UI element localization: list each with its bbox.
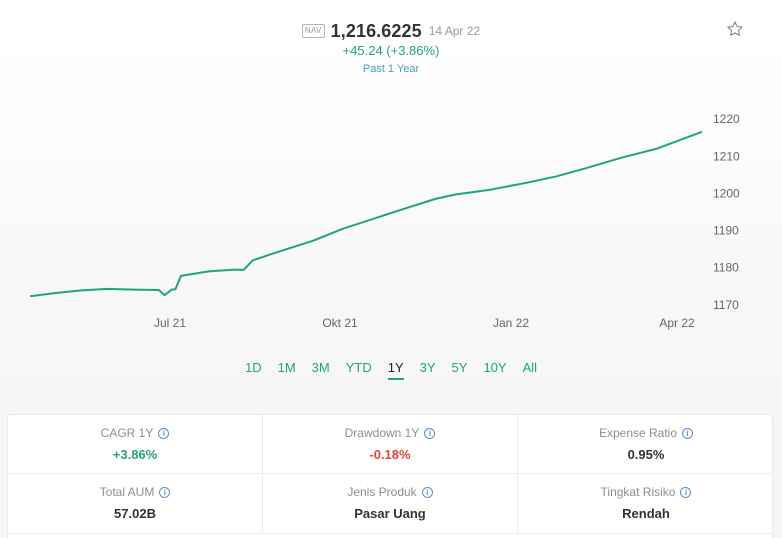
stat-risk-level: Tingkat Risiko i Rendah — [518, 474, 774, 534]
nav-series-line — [29, 130, 703, 298]
x-tick-label: Jan 22 — [493, 316, 529, 330]
period-all[interactable]: All — [522, 360, 538, 375]
stat-product-type: Jenis Produk i Pasar Uang — [263, 474, 518, 534]
period-1d[interactable]: 1D — [244, 360, 262, 375]
stat-label: Jenis Produk — [347, 485, 417, 499]
info-icon[interactable]: i — [680, 486, 692, 498]
period-10y[interactable]: 10Y — [483, 360, 507, 375]
period-1y[interactable]: 1Y — [380, 358, 412, 380]
stat-value: Pasar Uang — [354, 506, 426, 521]
period-label: Past 1 Year — [362, 63, 420, 75]
nav-date: 14 Apr 22 — [428, 24, 481, 38]
stat-cagr: CAGR 1Y i +3.86% — [8, 415, 263, 474]
stat-label: Tingkat Risiko — [600, 485, 676, 499]
stat-label: Total AUM — [99, 485, 155, 499]
stat-label: Expense Ratio — [598, 426, 678, 440]
stat-expense-ratio: Expense Ratio i 0.95% — [518, 415, 774, 474]
nav-value: 1,216.6225 — [330, 20, 422, 41]
y-tick-label: 1220 — [713, 112, 740, 126]
y-tick-label: 1170 — [713, 298, 739, 312]
y-tick-label: 1180 — [713, 261, 739, 275]
nav-chart: 1170 1180 1190 1200 1210 1220 Jul 21 Okt 21 Jan… — [29, 112, 740, 330]
stat-label: CAGR 1Y — [100, 426, 154, 440]
stat-total-aum: Total AUM i 57.02B — [8, 474, 263, 534]
nav-badge: NAV — [301, 24, 325, 38]
x-axis: Jul 21 Okt 21 Jan 22 Apr 22 — [154, 316, 695, 330]
stat-value: +3.86% — [112, 447, 158, 462]
info-icon[interactable]: i — [682, 427, 694, 439]
info-icon[interactable]: i — [159, 486, 171, 498]
y-tick-label: 1190 — [713, 224, 739, 238]
nav-header: NAV 1,216.6225 14 Apr 22 +45.24 (+3.86%)… — [0, 20, 782, 75]
y-tick-label: 1210 — [713, 149, 740, 163]
stat-value: Rendah — [622, 506, 670, 521]
y-axis: 1170 1180 1190 1200 1210 1220 — [713, 112, 740, 312]
nav-summary: NAV 1,216.6225 14 Apr 22 — [0, 20, 782, 42]
period-3m[interactable]: 3M — [311, 360, 330, 375]
period-5y[interactable]: 5Y — [451, 360, 468, 375]
info-icon[interactable]: i — [424, 427, 436, 439]
x-tick-label: Okt 21 — [322, 316, 358, 330]
period-selector: 1D 1M 3M YTD 1Y 3Y 5Y 10Y All — [0, 358, 782, 380]
period-3y[interactable]: 3Y — [419, 360, 436, 375]
info-icon[interactable]: i — [421, 486, 433, 498]
x-tick-label: Jul 21 — [154, 316, 186, 330]
stat-value: -0.18% — [369, 447, 411, 462]
period-1m[interactable]: 1M — [277, 360, 296, 375]
star-icon[interactable] — [726, 20, 744, 38]
fund-stats-grid: CAGR 1Y i +3.86% Drawdown 1Y i -0.18% Expe… — [7, 414, 774, 538]
nav-change: +45.24 (+3.86%) — [342, 43, 440, 58]
x-tick-label: Apr 22 — [659, 316, 695, 330]
y-tick-label: 1200 — [713, 186, 740, 200]
stat-drawdown: Drawdown 1Y i -0.18% — [263, 415, 518, 474]
stat-value: 0.95% — [627, 447, 665, 462]
stat-value: 57.02B — [114, 506, 156, 521]
info-icon[interactable]: i — [158, 427, 170, 439]
period-ytd[interactable]: YTD — [345, 360, 372, 375]
stat-label: Drawdown 1Y — [344, 426, 420, 440]
